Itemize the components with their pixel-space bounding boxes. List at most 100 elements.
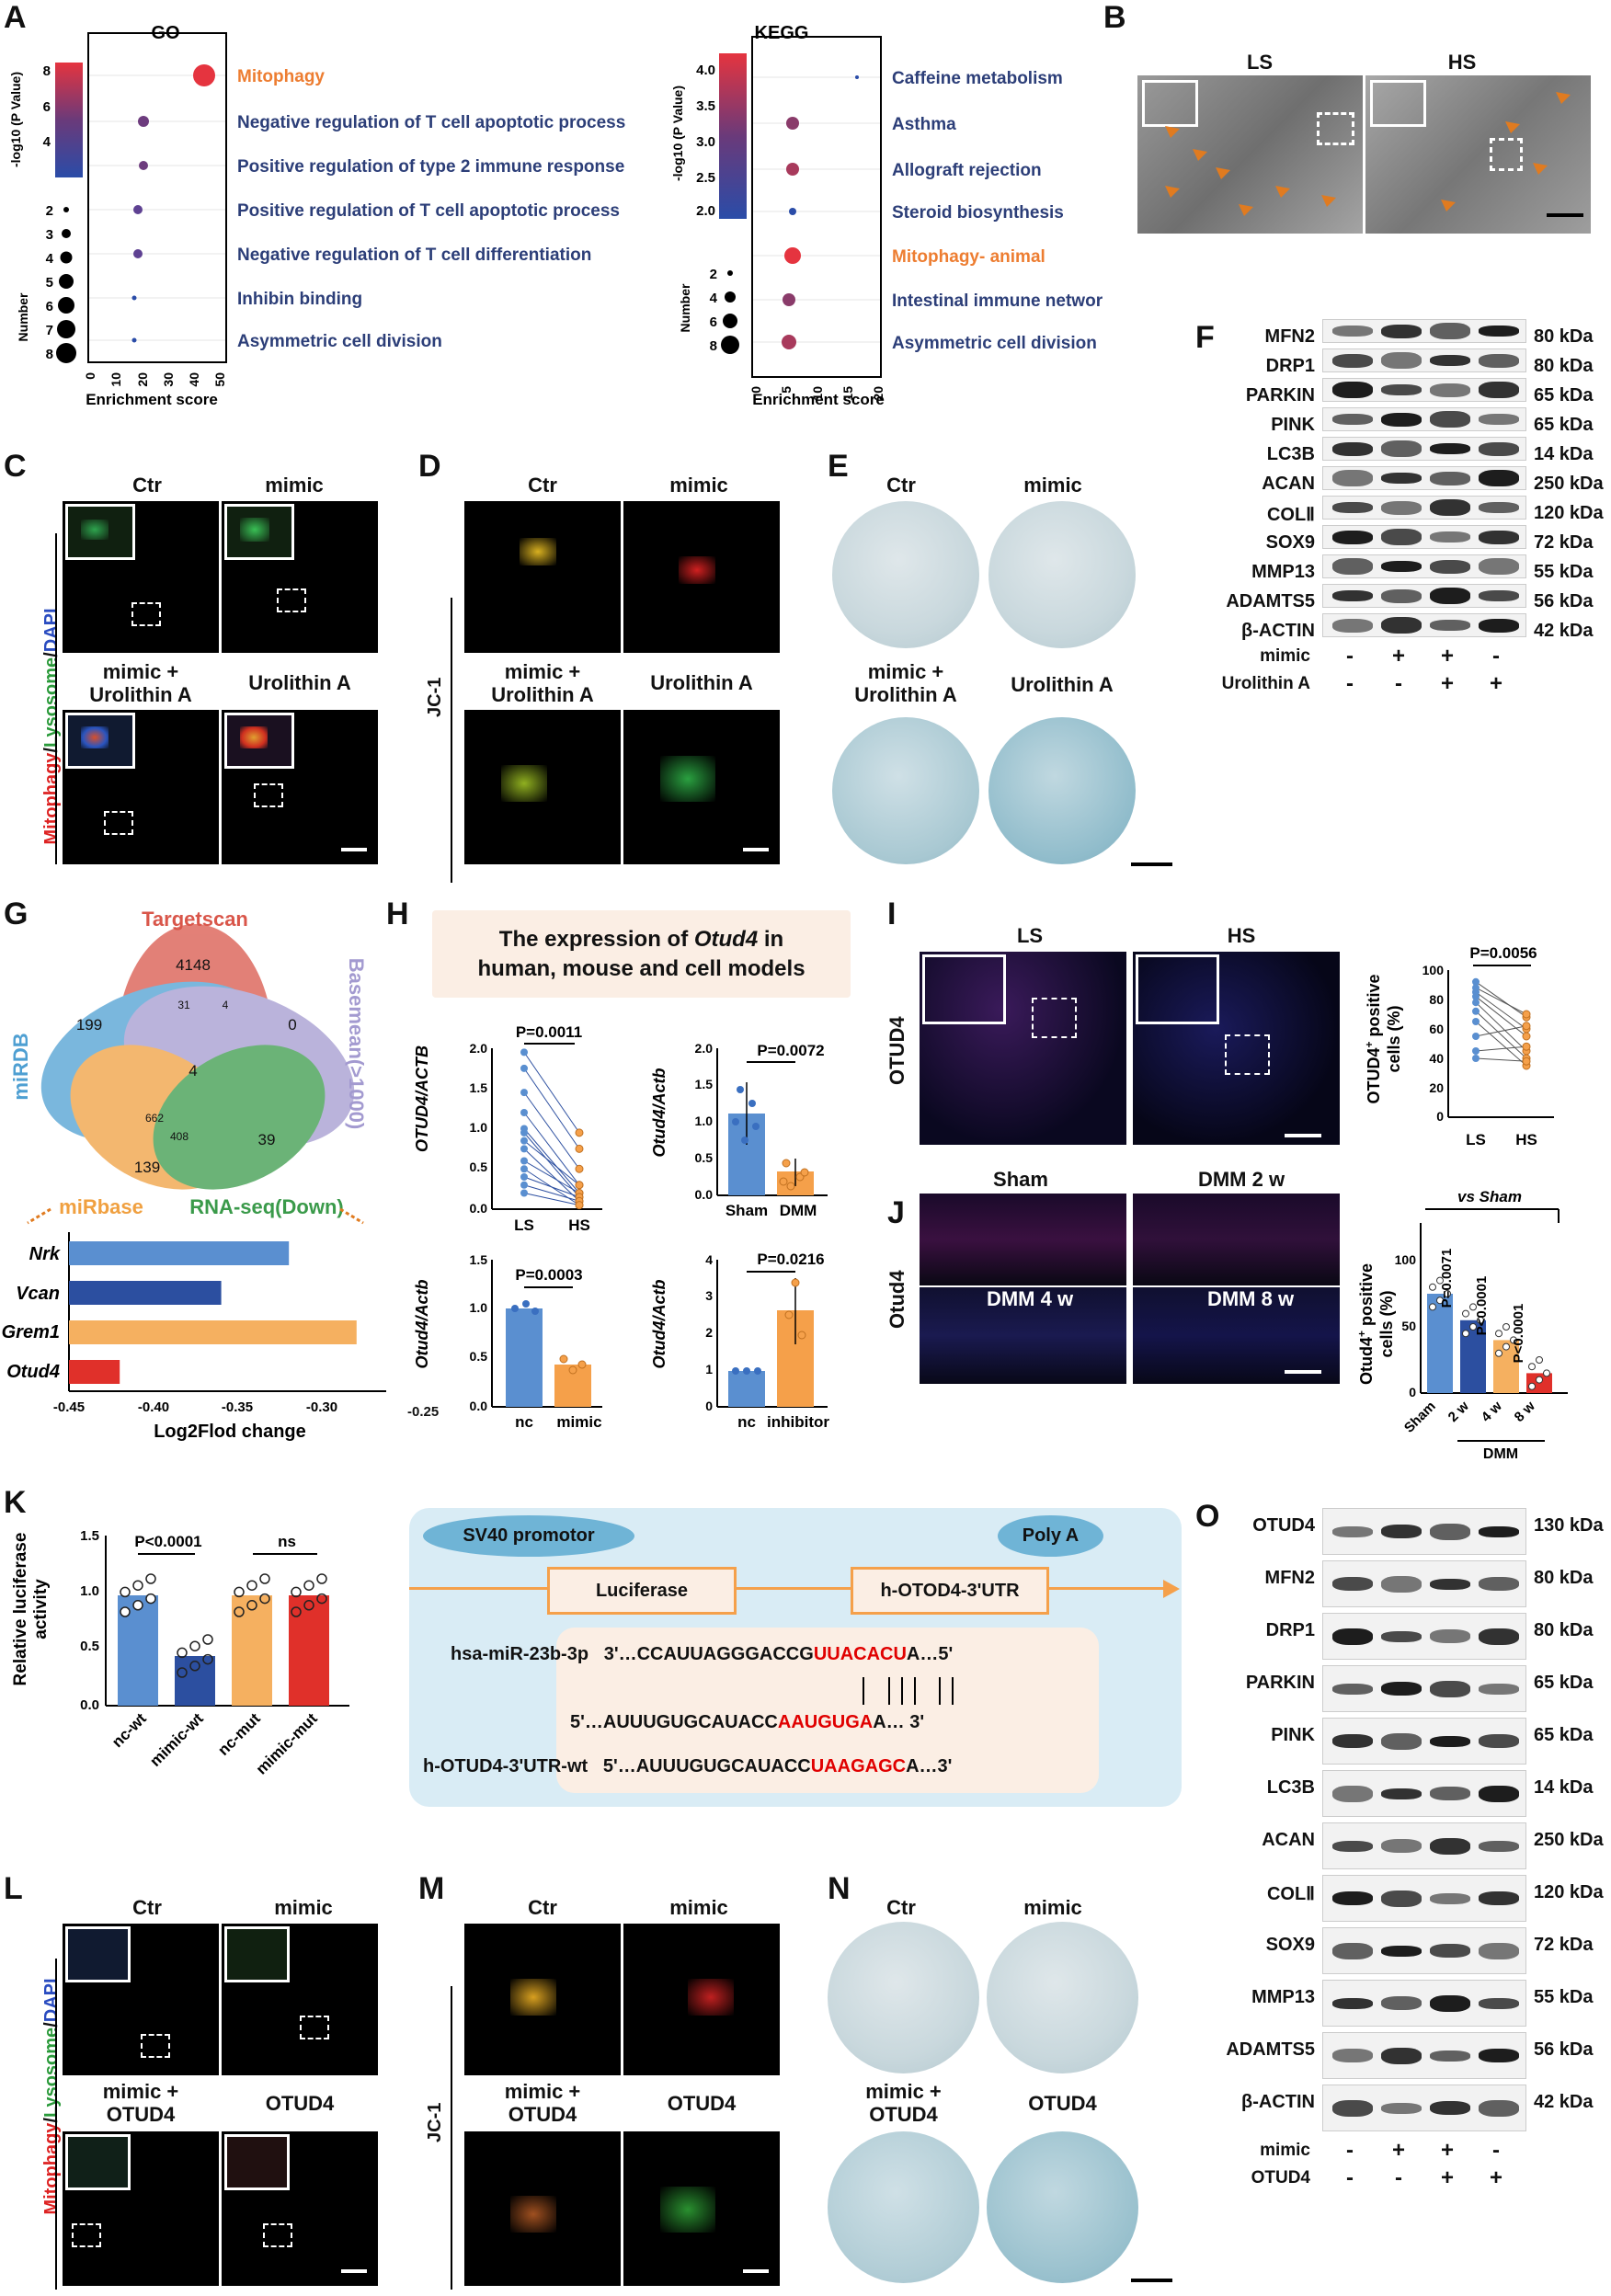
panel-label-g: G <box>4 897 29 931</box>
h-ytick: 1.0 <box>470 1300 488 1315</box>
i-paired-plot: OTUD4+ positive cells (%) 100 80 60 40 2… <box>1363 944 1554 1148</box>
go-size-tick: 6 <box>46 299 53 314</box>
i-pair-line <box>1475 1045 1527 1052</box>
wb-band <box>1381 324 1422 338</box>
i-p: P=0.0056 <box>1469 944 1537 962</box>
l-image-ctr <box>63 1924 219 2075</box>
j-point <box>1536 1356 1543 1364</box>
wb-size-label: 14 kDa <box>1534 1777 1594 1798</box>
j-point <box>1429 1283 1436 1291</box>
wb-condition-label: OTUD4 <box>1251 2168 1310 2187</box>
wb-protein-label: PINK <box>1271 1725 1315 1745</box>
i-point-ls <box>1472 992 1480 1000</box>
m-mimic-label: mimic <box>669 1896 728 1919</box>
k-point <box>246 1580 257 1591</box>
g-xtick: -0.25 <box>407 1404 440 1420</box>
venn-number: 0 <box>288 1016 296 1034</box>
l-image-mimic-otud4 <box>63 2131 219 2286</box>
wb-size-label: 72 kDa <box>1534 1935 1594 1955</box>
h-pair-line <box>523 1091 580 1170</box>
j-pval: P=0.0071 <box>1439 1249 1455 1308</box>
k-point <box>202 1653 213 1665</box>
k-point <box>259 1593 270 1605</box>
j-xtick: 8 w <box>1512 1399 1538 1425</box>
wb-band <box>1381 352 1422 369</box>
wb-band <box>1381 1682 1422 1696</box>
k-point <box>303 1600 314 1611</box>
wb-band <box>1430 559 1470 574</box>
go-size-label: Number <box>16 292 30 341</box>
kegg-term: Steroid biosynthesis <box>892 203 1064 223</box>
wb-band <box>1332 441 1373 456</box>
k-wt-line: h-OTUD4-3'UTR-wt 5'…AUUUGUGCAUACCUAAGAGC… <box>423 1756 953 1776</box>
m-image-mimic <box>623 1924 780 2075</box>
wb-blot-strip <box>1322 378 1526 402</box>
wb-band <box>1332 470 1373 486</box>
k-point <box>291 1586 302 1598</box>
e-dish-mimic <box>988 501 1136 648</box>
j-point <box>1543 1369 1550 1377</box>
go-bubble-chart: GO -log10 (P Value) 8 6 4 Number 2 3 4 5… <box>8 23 625 408</box>
kegg-title: KEGG <box>755 23 809 43</box>
wb-condition-sign: - <box>1346 2165 1354 2190</box>
j-point <box>1469 1303 1477 1311</box>
f-western-blot: MFN2 80 kDa DRP1 80 kDa PARKIN 65 kDa PINK 65 k… <box>1222 317 1611 892</box>
wb-size-label: 56 kDa <box>1534 2039 1594 2060</box>
k-xtick: nc-mut <box>214 1709 264 1759</box>
kegg-term: Asthma <box>892 115 956 134</box>
wb-band <box>1479 618 1519 633</box>
kegg-color-label: -log10 (P Value) <box>671 86 685 181</box>
c-ua-label: Urolithin A <box>248 671 351 694</box>
kegg-bubble <box>786 163 799 176</box>
k-point <box>246 1600 257 1611</box>
g-gene-label: Nrk <box>29 1244 61 1264</box>
wb-condition-sign: + <box>1489 671 1502 696</box>
n-dish-otud4 <box>987 2131 1138 2283</box>
wb-protein-label: SOX9 <box>1265 532 1315 553</box>
wb-band <box>1430 1837 1470 1855</box>
j-vs-label: vs Sham <box>1457 1188 1522 1205</box>
wb-protein-label: ACAN <box>1262 474 1315 494</box>
wb-band <box>1479 2099 1519 2117</box>
go-bubble <box>133 205 143 214</box>
h-pair-line <box>523 1160 580 1194</box>
wb-size-label: 80 kDa <box>1534 1568 1594 1588</box>
wb-band <box>1479 470 1519 486</box>
wb-protein-label: DRP1 <box>1265 356 1315 376</box>
go-xtick: 40 <box>187 372 201 387</box>
h-ytick: 0.0 <box>695 1187 714 1202</box>
j-image-d8 <box>1133 1287 1340 1384</box>
wb-condition-sign: + <box>1440 644 1454 668</box>
h-point-hs <box>575 1164 584 1173</box>
kegg-bubble-chart: KEGG -log10 (P Value) 4.0 3.5 3.0 2.5 2.… <box>671 23 1103 408</box>
wb-blot-strip <box>1322 584 1526 608</box>
wb-band <box>1479 1891 1519 1905</box>
wb-band <box>1430 1523 1470 1540</box>
k-luciferase-box: Luciferase <box>547 1567 737 1615</box>
g-gene-label: Grem1 <box>2 1322 60 1342</box>
go-size-tick: 7 <box>46 323 53 338</box>
j-point <box>1502 1342 1510 1351</box>
h-ytick: 0.0 <box>470 1399 488 1413</box>
wb-blot-strip <box>1322 554 1526 578</box>
e-ua-label: Urolithin A <box>1011 673 1114 696</box>
k-point <box>120 1586 131 1598</box>
i-point-ls <box>1472 1033 1480 1040</box>
j-point <box>1502 1323 1510 1331</box>
venn-number: 39 <box>258 1131 276 1148</box>
i-ls-label: LS <box>1016 924 1044 947</box>
k-point <box>145 1593 156 1605</box>
d-image-ua <box>623 710 780 864</box>
wb-band <box>1479 1525 1519 1537</box>
kegg-xtick: 5 <box>779 386 794 394</box>
i-pair-line <box>1475 1011 1527 1059</box>
j-point <box>1436 1296 1444 1305</box>
h-point-ls <box>520 1048 528 1057</box>
wb-band <box>1332 558 1373 575</box>
c-image-mimic <box>222 501 378 653</box>
wb-band <box>1381 1788 1422 1799</box>
wb-condition-sign: - <box>1346 671 1354 696</box>
n-mimic-label: mimic <box>1023 1896 1082 1919</box>
k-point <box>291 1606 302 1617</box>
venn-label: Basemean(>1000) <box>345 958 368 1130</box>
